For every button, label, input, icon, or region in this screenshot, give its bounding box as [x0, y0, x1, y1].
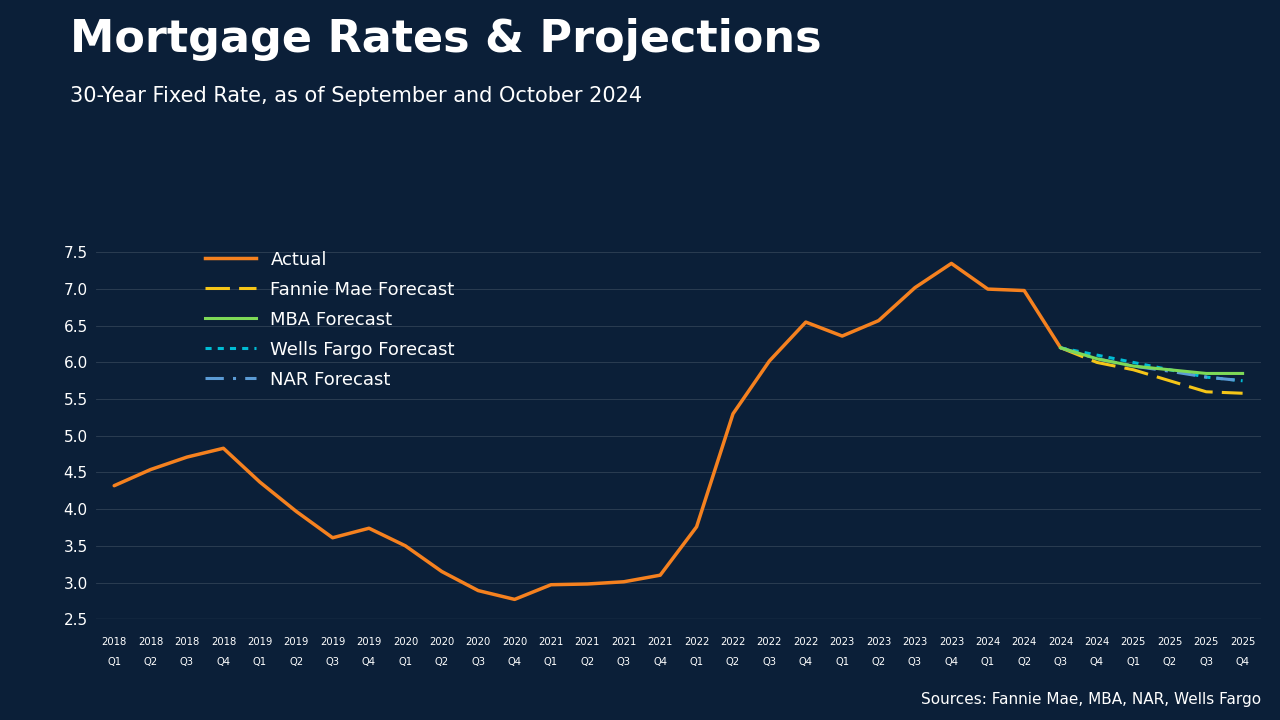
- Text: 2024: 2024: [1084, 637, 1110, 647]
- Text: Q1: Q1: [544, 657, 558, 667]
- Text: 2019: 2019: [247, 637, 273, 647]
- Text: 2020: 2020: [393, 637, 419, 647]
- Legend: Actual, Fannie Mae Forecast, MBA Forecast, Wells Fargo Forecast, NAR Forecast: Actual, Fannie Mae Forecast, MBA Forecas…: [198, 243, 462, 396]
- Text: 2025: 2025: [1230, 637, 1256, 647]
- Text: Q1: Q1: [108, 657, 122, 667]
- Text: Q2: Q2: [1018, 657, 1032, 667]
- Text: Q1: Q1: [835, 657, 849, 667]
- Text: 2018: 2018: [101, 637, 127, 647]
- Text: Q1: Q1: [690, 657, 704, 667]
- Text: 2023: 2023: [829, 637, 855, 647]
- Text: 2021: 2021: [575, 637, 600, 647]
- Text: Q3: Q3: [325, 657, 339, 667]
- Text: 2023: 2023: [902, 637, 928, 647]
- Text: 2025: 2025: [1157, 637, 1183, 647]
- Text: Q1: Q1: [398, 657, 412, 667]
- Text: Q4: Q4: [1091, 657, 1103, 667]
- Text: Q1: Q1: [252, 657, 266, 667]
- Text: 2024: 2024: [1011, 637, 1037, 647]
- Text: Q1: Q1: [980, 657, 995, 667]
- Text: 2018: 2018: [138, 637, 164, 647]
- Text: 2022: 2022: [684, 637, 709, 647]
- Text: Sources: Fannie Mae, MBA, NAR, Wells Fargo: Sources: Fannie Mae, MBA, NAR, Wells Far…: [920, 693, 1261, 707]
- Text: 2024: 2024: [1048, 637, 1073, 647]
- Text: 2024: 2024: [975, 637, 1001, 647]
- Text: Q4: Q4: [1235, 657, 1249, 667]
- Text: 2023: 2023: [867, 637, 891, 647]
- Text: 2020: 2020: [429, 637, 454, 647]
- Text: Q3: Q3: [180, 657, 195, 667]
- Text: Q4: Q4: [216, 657, 230, 667]
- Text: Q4: Q4: [799, 657, 813, 667]
- Text: 2025: 2025: [1193, 637, 1219, 647]
- Text: 30-Year Fixed Rate, as of September and October 2024: 30-Year Fixed Rate, as of September and …: [70, 86, 643, 107]
- Text: 2020: 2020: [466, 637, 490, 647]
- Text: Q2: Q2: [872, 657, 886, 667]
- Text: Q3: Q3: [1199, 657, 1213, 667]
- Text: Q4: Q4: [362, 657, 376, 667]
- Text: 2025: 2025: [1121, 637, 1146, 647]
- Text: Q2: Q2: [726, 657, 740, 667]
- Text: 2019: 2019: [283, 637, 308, 647]
- Text: 2018: 2018: [211, 637, 236, 647]
- Text: 2021: 2021: [539, 637, 563, 647]
- Text: 2021: 2021: [648, 637, 673, 647]
- Text: 2020: 2020: [502, 637, 527, 647]
- Text: Q4: Q4: [508, 657, 522, 667]
- Text: Q4: Q4: [653, 657, 667, 667]
- Text: Q3: Q3: [617, 657, 631, 667]
- Text: 2022: 2022: [756, 637, 782, 647]
- Text: 2018: 2018: [174, 637, 200, 647]
- Text: 2021: 2021: [611, 637, 636, 647]
- Text: Q3: Q3: [471, 657, 485, 667]
- Text: 2019: 2019: [356, 637, 381, 647]
- Text: Q2: Q2: [289, 657, 303, 667]
- Text: 2022: 2022: [794, 637, 818, 647]
- Text: Q3: Q3: [1053, 657, 1068, 667]
- Text: 2019: 2019: [320, 637, 346, 647]
- Text: Mortgage Rates & Projections: Mortgage Rates & Projections: [70, 18, 822, 61]
- Text: Q3: Q3: [763, 657, 777, 667]
- Text: Q2: Q2: [435, 657, 449, 667]
- Text: Q3: Q3: [908, 657, 922, 667]
- Text: Q2: Q2: [580, 657, 594, 667]
- Text: Q2: Q2: [143, 657, 157, 667]
- Text: 2022: 2022: [721, 637, 746, 647]
- Text: Q1: Q1: [1126, 657, 1140, 667]
- Text: Q4: Q4: [945, 657, 959, 667]
- Text: 2023: 2023: [938, 637, 964, 647]
- Text: Q2: Q2: [1162, 657, 1176, 667]
